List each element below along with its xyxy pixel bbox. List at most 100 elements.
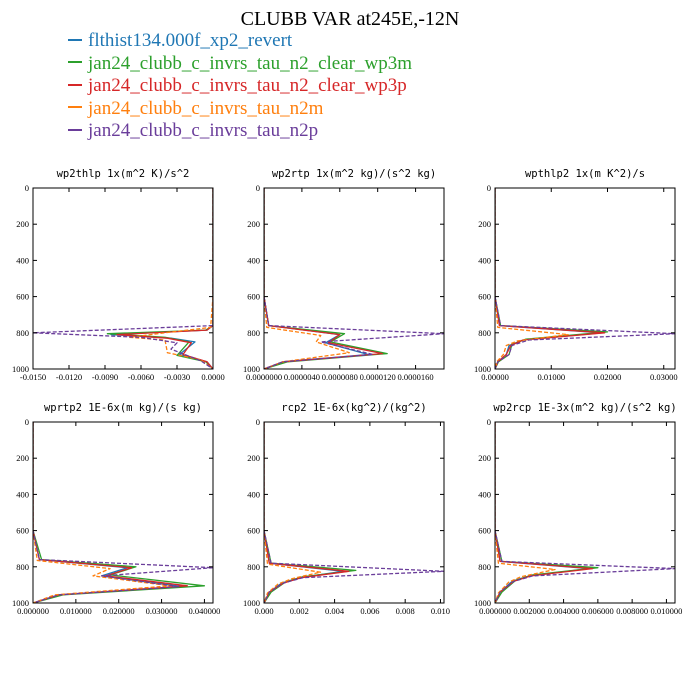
series-line <box>495 188 675 369</box>
y-tick-label: 600 <box>16 292 29 302</box>
x-tick-label: 0.030000 <box>146 606 178 616</box>
plot-frame <box>494 187 676 370</box>
y-tick-label: 400 <box>478 489 491 499</box>
series-line <box>495 422 599 603</box>
plot-frame <box>263 187 445 370</box>
y-tick-label: 800 <box>16 562 29 572</box>
series-group <box>33 422 213 603</box>
y-tick-label: 800 <box>247 328 260 338</box>
legend-label: jan24_clubb_c_invrs_tau_n2_clear_wp3m <box>88 52 412 74</box>
y-tick-label: 1000 <box>243 364 260 374</box>
x-tick-label: 0.008000 <box>616 606 648 616</box>
legend-item: jan24_clubb_c_invrs_tau_n2m <box>68 98 412 121</box>
x-tick-label: -0.0120 <box>56 372 82 382</box>
y-tick-label: 0 <box>256 417 260 427</box>
series-line <box>264 188 350 369</box>
legend-swatch <box>68 83 82 86</box>
panel-title: wp2rtp 1x(m^2 kg)/(s^2 kg) <box>272 168 436 180</box>
y-tick-label: 600 <box>247 526 260 536</box>
legend-item: jan24_clubb_c_invrs_tau_n2_clear_wp3m <box>68 53 412 76</box>
legend-swatch <box>68 38 82 41</box>
x-tick-label: 0.0000 <box>201 372 224 382</box>
panel-title: wp2rcp 1E-3x(m^2 kg)/(s^2 kg) <box>493 402 676 414</box>
x-tick-label: 0.040000 <box>188 606 220 616</box>
legend-item: jan24_clubb_c_invrs_tau_n2_clear_wp3p <box>68 75 412 98</box>
x-tick-label: 0.0000080 <box>322 372 358 382</box>
y-tick-label: 400 <box>478 255 491 265</box>
series-line <box>33 422 213 603</box>
panel-title: wprtp2 1E-6x(m kg)/(s kg) <box>44 402 202 414</box>
legend-label: flthist134.000f_xp2_revert <box>88 30 293 51</box>
y-tick-label: 600 <box>247 292 260 302</box>
x-tick-label: 0.008 <box>396 606 415 616</box>
figure-title: CLUBB VAR at245E,-12N <box>240 8 460 30</box>
y-tick-label: 400 <box>247 255 260 265</box>
chart-panel: wprtp2 1E-6x(m kg)/(s kg) 0 200 400 600 800 10… <box>12 402 220 616</box>
x-tick-label: 0.000 <box>254 606 273 616</box>
y-tick-label: 200 <box>247 453 260 463</box>
x-tick-label: -0.0150 <box>20 372 46 382</box>
chart-panel: wp2rtp 1x(m^2 kg)/(s^2 kg) 0 200 400 600 800 1… <box>243 168 445 382</box>
plot-frame <box>494 421 676 604</box>
plot-frame <box>32 187 214 370</box>
y-tick-label: 200 <box>16 219 29 229</box>
x-tick-label: 0.02000 <box>594 372 622 382</box>
x-tick-label: 0.002 <box>290 606 309 616</box>
x-tick-label: 0.010 <box>431 606 450 616</box>
x-tick-label: 0.006000 <box>582 606 614 616</box>
y-tick-label: 400 <box>247 489 260 499</box>
x-tick-label: 0.0000120 <box>360 372 396 382</box>
y-tick-label: 200 <box>247 219 260 229</box>
y-tick-label: 0 <box>487 183 491 193</box>
x-tick-label: 0.0000040 <box>284 372 320 382</box>
x-tick-label: 0.004 <box>325 606 345 616</box>
series-group <box>495 188 675 369</box>
y-tick-label: 800 <box>16 328 29 338</box>
y-tick-label: 200 <box>478 219 491 229</box>
legend-swatch <box>68 128 82 131</box>
plot-frame <box>32 421 214 604</box>
x-tick-label: 0.000000 <box>479 606 511 616</box>
x-tick-label: 0.002000 <box>513 606 545 616</box>
series-line <box>264 188 444 369</box>
y-tick-label: 600 <box>16 526 29 536</box>
panel-title: rcp2 1E-6x(kg^2)/(kg^2) <box>281 402 426 414</box>
series-line <box>33 188 213 369</box>
y-tick-label: 0 <box>487 417 491 427</box>
x-tick-label: 0.004000 <box>548 606 580 616</box>
series-line <box>116 188 213 369</box>
x-tick-label: 0.020000 <box>103 606 135 616</box>
chart-panel: wp2thlp 1x(m^2 K)/s^202004006008001000-0… <box>12 168 225 382</box>
y-tick-label: 0 <box>25 417 29 427</box>
y-tick-label: 0 <box>25 183 29 193</box>
y-tick-label: 200 <box>478 453 491 463</box>
y-tick-label: 1000 <box>474 364 491 374</box>
chart-panel: wp2rcp 1E-3x(m^2 kg)/(s^2 kg)0 200 400 600 8… <box>474 402 682 616</box>
legend-swatch <box>68 106 82 109</box>
chart-panel: wpthlp2 1x(m K^2)/s 0 200 400 600 800 10000.00… <box>474 168 678 382</box>
x-tick-label: 0.010000 <box>60 606 92 616</box>
series-group <box>264 422 444 603</box>
series-group <box>264 188 444 369</box>
series-line <box>495 422 556 603</box>
plot-frame <box>263 421 445 604</box>
series-line <box>33 422 206 603</box>
legend-label: jan24_clubb_c_invrs_tau_n2_clear_wp3p <box>88 75 407 96</box>
series-line <box>110 188 213 369</box>
x-tick-label: 0.0000000 <box>246 372 282 382</box>
y-tick-label: 800 <box>478 328 491 338</box>
series-line <box>495 188 606 369</box>
legend-item: jan24_clubb_c_invrs_tau_n2p <box>68 120 412 143</box>
y-tick-label: 200 <box>16 453 29 463</box>
x-tick-label: -0.0090 <box>92 372 118 382</box>
chart-panel: rcp2 1E-6x(kg^2)/(kg^2) 0 200 400 600 800 1000… <box>243 402 450 616</box>
x-tick-label: 0.00000 <box>481 372 509 382</box>
x-tick-label: -0.0060 <box>128 372 154 382</box>
series-line <box>264 188 369 369</box>
series-line <box>495 422 675 603</box>
series-group <box>495 422 675 603</box>
x-tick-label: 0.006 <box>360 606 379 616</box>
y-tick-label: 400 <box>16 489 29 499</box>
series-line <box>106 188 213 369</box>
